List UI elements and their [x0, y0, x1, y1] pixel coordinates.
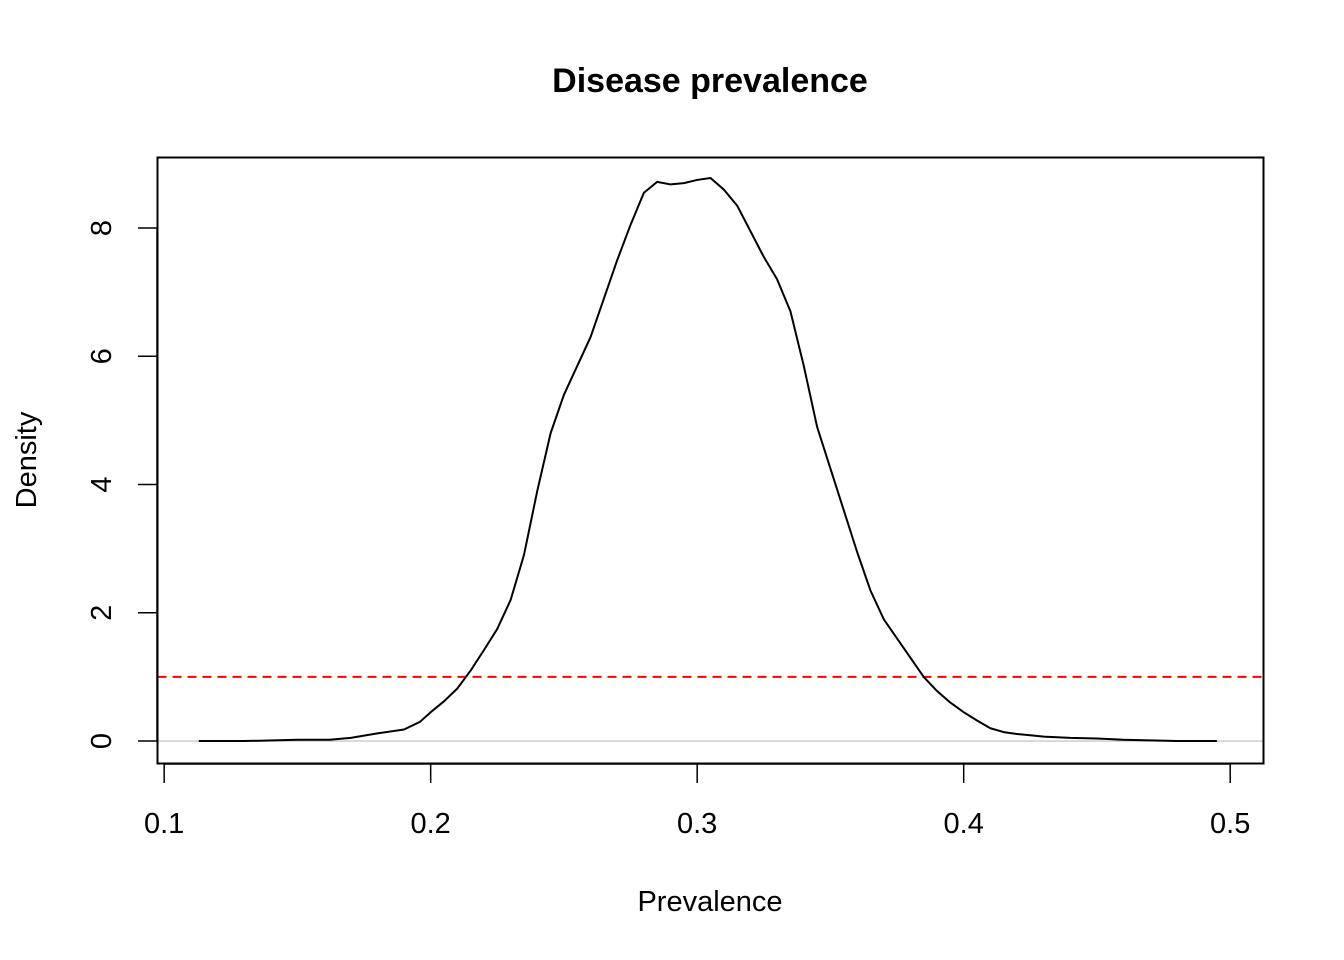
x-tick-label: 0.1	[144, 808, 184, 840]
chart-title: Disease prevalence	[552, 62, 868, 100]
density-curve	[198, 177, 1217, 743]
y-tick-label: 4	[86, 476, 118, 492]
x-axis-label: Prevalence	[637, 886, 782, 918]
x-tick-label: 0.3	[677, 808, 717, 840]
y-tick-label: 6	[86, 348, 118, 364]
y-tick-label: 8	[86, 220, 118, 236]
y-axis: 0 2 4 6 8	[86, 220, 158, 749]
plot-frame	[156, 156, 1265, 765]
x-axis: 0.1 0.2 0.3 0.4 0.5	[144, 763, 1250, 840]
y-tick-label: 0	[86, 733, 118, 749]
x-tick-label: 0.5	[1210, 808, 1250, 840]
y-axis-label: Density	[11, 411, 43, 508]
x-tick-label: 0.4	[944, 808, 984, 840]
x-tick-label: 0.2	[411, 808, 451, 840]
y-tick-label: 2	[86, 605, 118, 621]
plot-area	[157, 177, 1264, 743]
